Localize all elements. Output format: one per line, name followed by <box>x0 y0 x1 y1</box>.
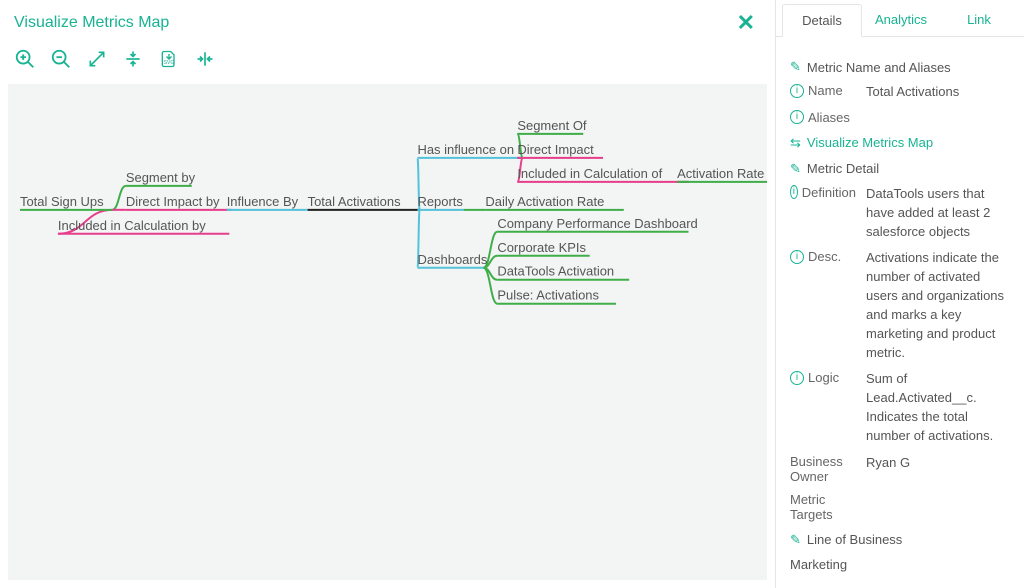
pencil-icon: ✎ <box>790 161 801 177</box>
fit-horizontal-icon[interactable] <box>194 48 216 70</box>
svg-text:Has influence on: Has influence on <box>417 142 514 157</box>
fit-vertical-icon[interactable] <box>122 48 144 70</box>
pencil-icon: ✎ <box>790 59 801 75</box>
info-icon: i <box>790 84 804 98</box>
svg-text:DataTools Activation: DataTools Activation <box>497 264 614 279</box>
row-aliases: i Aliases <box>790 110 1010 125</box>
tab-details[interactable]: Details <box>782 4 862 37</box>
value-logic: Sum of Lead.Activated__c. Indicates the … <box>866 370 1010 445</box>
value-name: Total Activations <box>866 83 1010 102</box>
label-desc: Desc. <box>808 249 841 264</box>
value-business-owner: Ryan G <box>866 454 1010 473</box>
main-panel: Visualize Metrics Map ✕ SVG T <box>0 0 776 588</box>
map-icon: ⇆ <box>790 135 801 151</box>
app-root: Visualize Metrics Map ✕ SVG T <box>0 0 1024 588</box>
svg-text:Total Activations: Total Activations <box>308 194 402 209</box>
svg-text:Dashboards: Dashboards <box>417 252 487 267</box>
value-lob: Marketing <box>790 556 1010 575</box>
section-head-label: Line of Business <box>807 532 902 547</box>
svg-text:Segment Of: Segment Of <box>517 118 587 133</box>
row-business-owner: Business Owner Ryan G <box>790 454 1010 484</box>
download-svg-icon[interactable]: SVG <box>158 48 180 70</box>
row-desc: i Desc. Activations indicate the number o… <box>790 249 1010 362</box>
svg-text:SVG: SVG <box>164 60 175 66</box>
label-metric-targets: Metric Targets <box>790 492 856 522</box>
sidebar-tabs: Details Analytics Link <box>776 4 1024 37</box>
label-logic: Logic <box>808 370 839 385</box>
row-metric-targets: Metric Targets <box>790 492 1010 522</box>
section-metric-detail: ✎ Metric Detail <box>790 161 1010 177</box>
section-head-label: Metric Detail <box>807 161 879 176</box>
svg-text:Activation Rate: Activation Rate <box>677 166 764 181</box>
info-icon: i <box>790 185 798 199</box>
visualize-metrics-map-link[interactable]: ⇆ Visualize Metrics Map <box>790 135 1010 151</box>
row-definition: i Definition DataTools users that have ad… <box>790 185 1010 242</box>
value-desc: Activations indicate the number of activ… <box>866 249 1010 362</box>
zoom-out-icon[interactable] <box>50 48 72 70</box>
row-lob: Marketing <box>790 556 1010 575</box>
info-icon: i <box>790 371 804 385</box>
svg-text:Direct Impact by: Direct Impact by <box>126 194 220 209</box>
svg-text:Segment by: Segment by <box>126 170 196 185</box>
info-icon: i <box>790 110 804 124</box>
label-definition: Definition <box>802 185 856 200</box>
expand-icon[interactable] <box>86 48 108 70</box>
section-line-of-business: ✎ Line of Business <box>790 532 1010 548</box>
svg-text:Corporate KPIs: Corporate KPIs <box>497 240 586 255</box>
section-head-label: Metric Name and Aliases <box>807 60 951 75</box>
label-name: Name <box>808 83 843 98</box>
details-panel: ✎ Metric Name and Aliases i Name Total Ac… <box>776 37 1024 588</box>
row-logic: i Logic Sum of Lead.Activated__c. Indicat… <box>790 370 1010 445</box>
svg-text:Company Performance Dashboard: Company Performance Dashboard <box>497 216 697 231</box>
tab-link[interactable]: Link <box>940 4 1018 36</box>
zoom-in-icon[interactable] <box>14 48 36 70</box>
svg-text:Influence By: Influence By <box>227 194 299 209</box>
svg-text:Total Sign Ups: Total Sign Ups <box>20 194 104 209</box>
metrics-map-svg: Total Sign Ups Segment by Direct Impact by… <box>8 84 767 580</box>
svg-text:Direct Impact: Direct Impact <box>517 142 594 157</box>
info-icon: i <box>790 250 804 264</box>
tab-analytics[interactable]: Analytics <box>862 4 940 36</box>
vmm-link-label: Visualize Metrics Map <box>807 135 933 150</box>
metrics-map-canvas[interactable]: Total Sign Ups Segment by Direct Impact by… <box>8 84 767 580</box>
pencil-icon: ✎ <box>790 532 801 548</box>
svg-text:Daily Activation Rate: Daily Activation Rate <box>485 194 604 209</box>
close-icon[interactable]: ✕ <box>731 10 761 36</box>
row-name: i Name Total Activations <box>790 83 1010 102</box>
toolbar: SVG <box>0 42 775 84</box>
svg-text:Included in Calculation by: Included in Calculation by <box>58 218 206 233</box>
sidebar: Details Analytics Link ✎ Metric Name and… <box>776 0 1024 588</box>
svg-text:Included in Calculation of: Included in Calculation of <box>517 166 662 181</box>
page-title: Visualize Metrics Map <box>14 14 169 32</box>
value-definition: DataTools users that have added at least… <box>866 185 1010 242</box>
label-business-owner: Business Owner <box>790 454 856 484</box>
svg-text:Reports: Reports <box>417 194 463 209</box>
section-name-aliases: ✎ Metric Name and Aliases <box>790 59 1010 75</box>
header: Visualize Metrics Map ✕ <box>0 0 775 42</box>
label-aliases: Aliases <box>808 110 850 125</box>
svg-text:Pulse: Activations: Pulse: Activations <box>497 288 599 303</box>
